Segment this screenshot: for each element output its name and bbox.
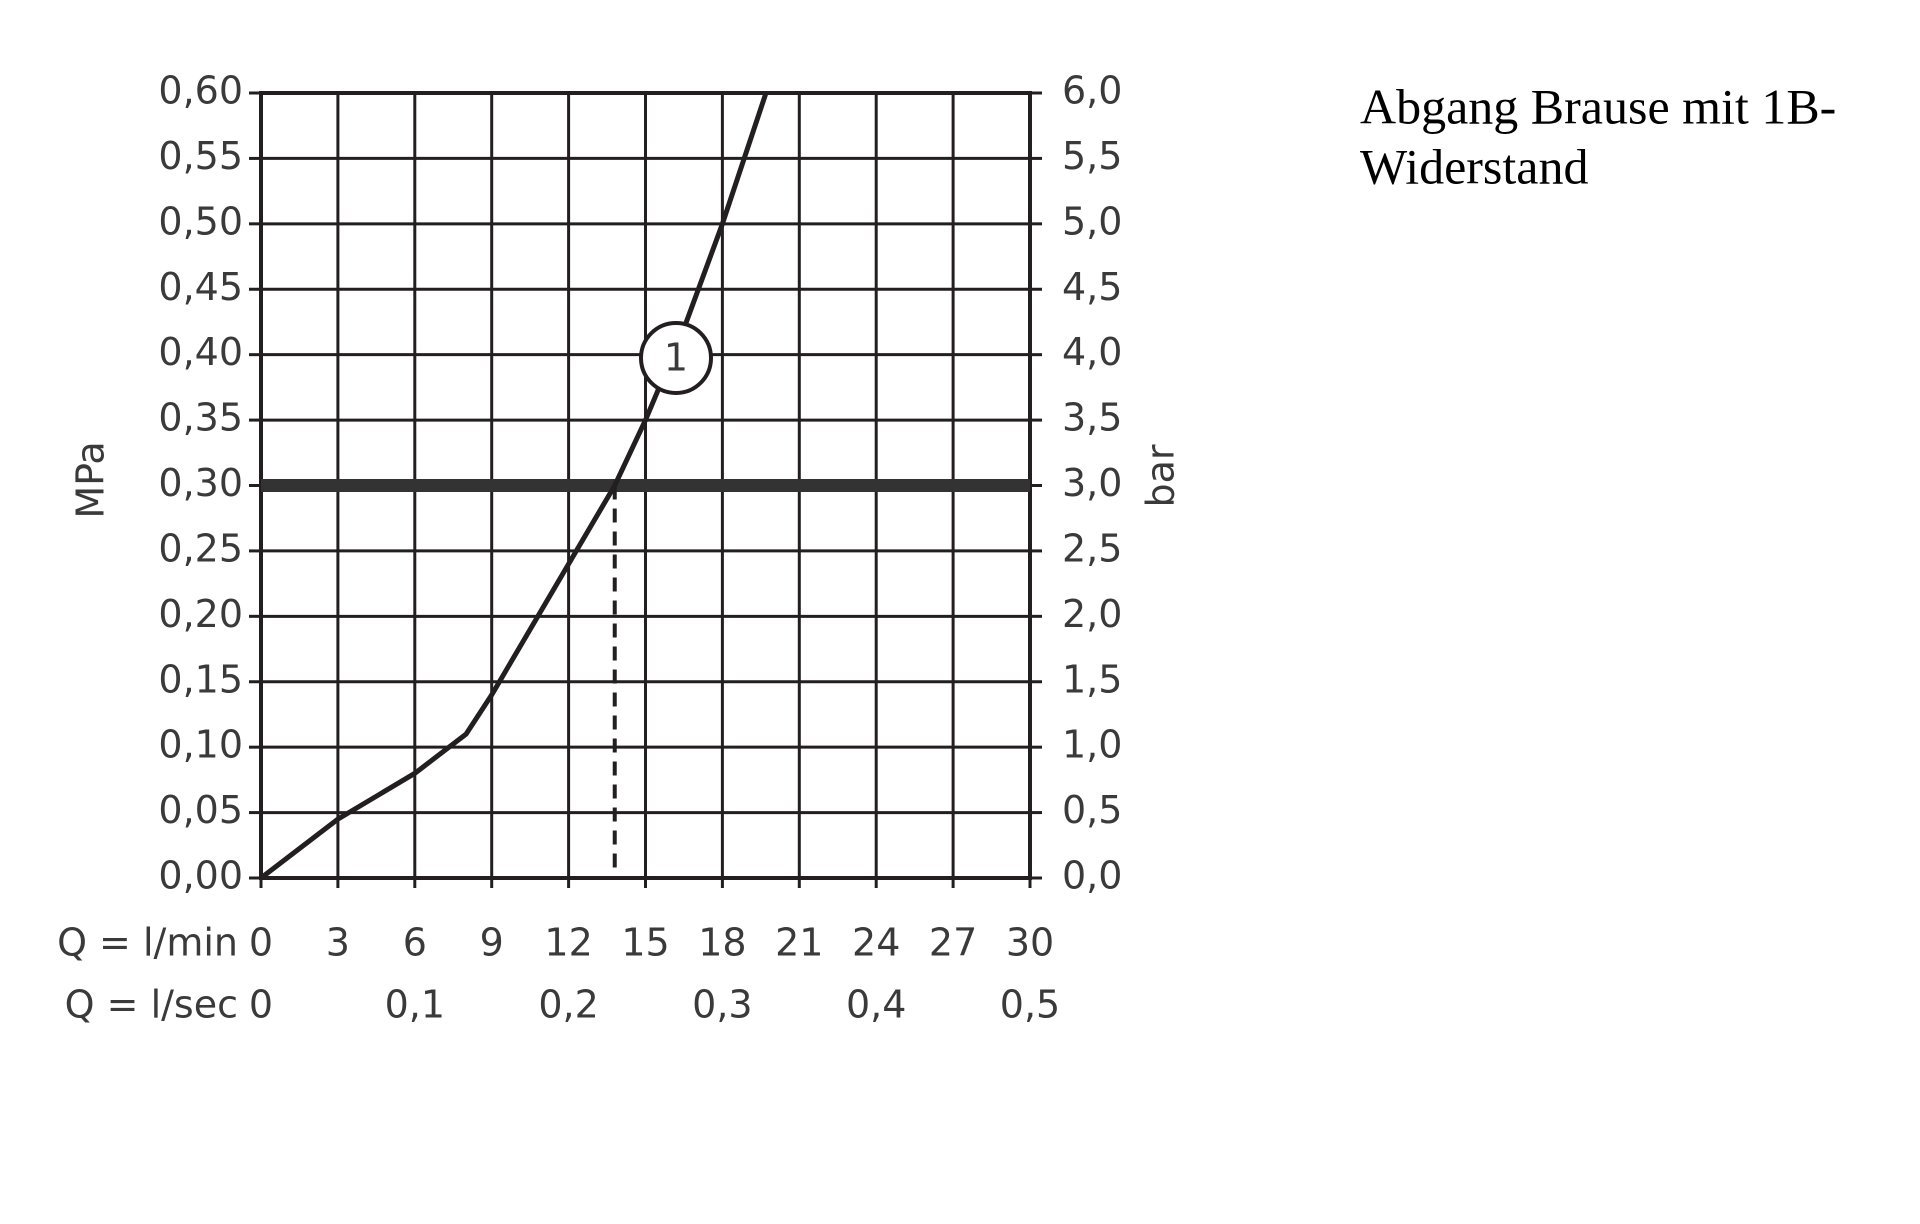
- y2-tick-label: 5,0: [1062, 199, 1122, 243]
- y-tick-label: 0,40: [158, 330, 243, 374]
- curve-badge: [639, 321, 713, 395]
- y2-tick-label: 1,0: [1062, 723, 1122, 767]
- y-tick-label: 0,55: [158, 134, 243, 178]
- curve: [259, 92, 769, 880]
- y2-tick-label: 4,0: [1062, 330, 1122, 374]
- y2-tick-label: 2,5: [1062, 526, 1122, 570]
- x-tick-label: 3: [326, 921, 350, 965]
- y-tick-label: 0,30: [158, 461, 243, 505]
- x2-tick-label: 0,4: [846, 983, 906, 1027]
- x-tick-label: 12: [544, 921, 592, 965]
- x-tick-label: 15: [621, 921, 669, 965]
- y2-tick-label: 4,5: [1062, 265, 1122, 309]
- x2-tick-label: 0,1: [385, 983, 445, 1027]
- x-tick-label: 30: [1006, 921, 1054, 965]
- y-tick-label: 0,15: [158, 657, 243, 701]
- x-tick-label: 18: [698, 921, 746, 965]
- title-line: Abgang Brause mit 1B-: [1360, 78, 1836, 134]
- x-tick-label: 21: [775, 921, 823, 965]
- y-tick-label: 0,35: [158, 396, 243, 440]
- y2-tick-label: 0,0: [1062, 854, 1122, 898]
- y2-axis-label: bar: [1139, 444, 1183, 507]
- y-tick-label: 0,10: [158, 723, 243, 767]
- x2-tick-label: 0: [249, 983, 273, 1027]
- x-axis-label: Q = l/min: [57, 921, 238, 965]
- x-tick-label: 24: [852, 921, 900, 965]
- y2-tick-label: 3,5: [1062, 396, 1122, 440]
- y2-tick-label: 6,0: [1062, 69, 1122, 113]
- x2-tick-label: 0,3: [692, 983, 752, 1027]
- curve-badge-label: 1: [664, 336, 688, 380]
- x-tick-label: 9: [480, 921, 504, 965]
- y-tick-label: 0,05: [158, 788, 243, 832]
- y-tick-label: 0,20: [158, 592, 243, 636]
- y-tick-label: 0,50: [158, 199, 243, 243]
- title-line: Widerstand: [1360, 138, 1588, 194]
- y2-tick-label: 0,5: [1062, 788, 1122, 832]
- x-tick-label: 27: [929, 921, 977, 965]
- x2-axis-label: Q = l/sec: [65, 983, 238, 1027]
- y2-tick-label: 3,0: [1062, 461, 1122, 505]
- y-tick-label: 0,60: [158, 69, 243, 113]
- x2-tick-label: 0,5: [1000, 983, 1060, 1027]
- x-tick-label: 6: [403, 921, 427, 965]
- y-axis-label: MPa: [69, 441, 113, 518]
- x-tick-label: 0: [249, 921, 273, 965]
- y-tick-label: 0,45: [158, 265, 243, 309]
- y2-tick-label: 5,5: [1062, 134, 1122, 178]
- y-tick-label: 0,25: [158, 526, 243, 570]
- y2-tick-label: 1,5: [1062, 657, 1122, 701]
- x2-tick-label: 0,2: [538, 983, 598, 1027]
- y2-tick-label: 2,0: [1062, 592, 1122, 636]
- y-tick-label: 0,00: [158, 854, 243, 898]
